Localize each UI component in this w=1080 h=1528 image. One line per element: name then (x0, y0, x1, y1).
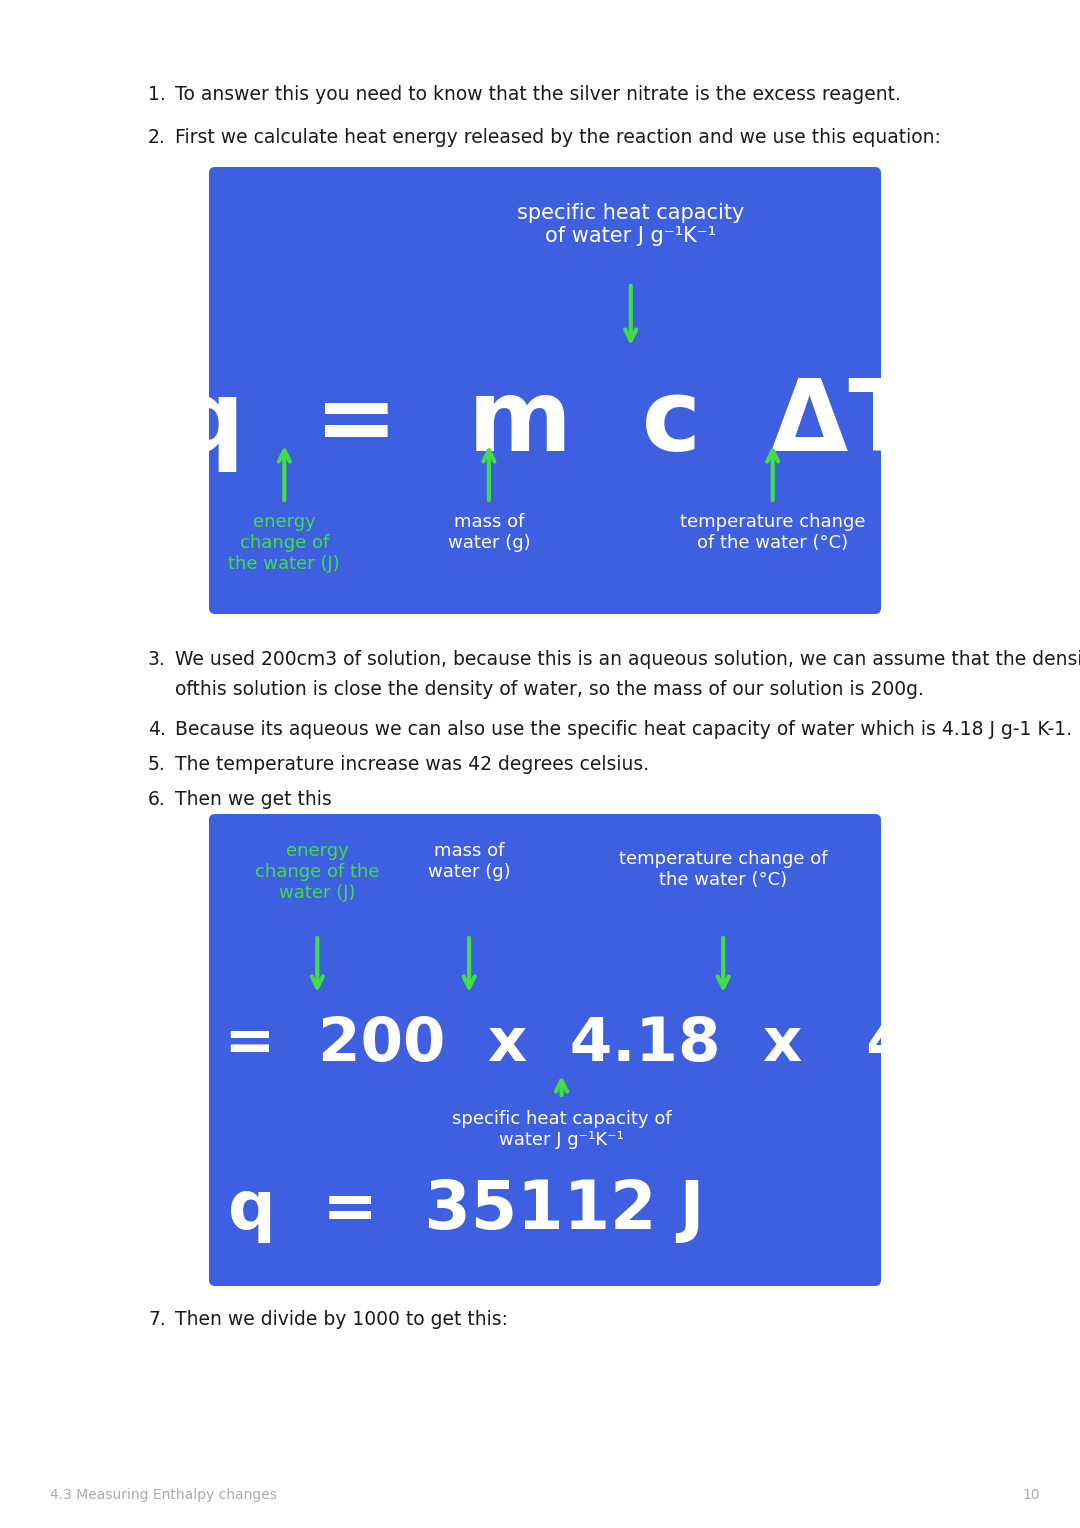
Text: specific heat capacity of
water J g⁻¹K⁻¹: specific heat capacity of water J g⁻¹K⁻¹ (451, 1109, 672, 1149)
Text: mass of
water (g): mass of water (g) (428, 842, 511, 880)
Text: Then we get this: Then we get this (175, 790, 332, 808)
Text: First we calculate heat energy released by the reaction and we use this equation: First we calculate heat energy released … (175, 128, 941, 147)
Text: The temperature increase was 42 degrees celsius.: The temperature increase was 42 degrees … (175, 755, 649, 775)
Text: energy
change of the
water (J): energy change of the water (J) (255, 842, 379, 902)
Text: temperature change of
the water (°C): temperature change of the water (°C) (619, 850, 827, 889)
Text: 4.3 Measuring Enthalpy changes: 4.3 Measuring Enthalpy changes (50, 1488, 276, 1502)
Text: mass of
water (g): mass of water (g) (447, 513, 530, 552)
Text: 10: 10 (1023, 1488, 1040, 1502)
Text: 7.: 7. (148, 1309, 165, 1329)
Text: To answer this you need to know that the silver nitrate is the excess reagent.: To answer this you need to know that the… (175, 86, 901, 104)
Text: Because its aqueous we can also use the specific heat capacity of water which is: Because its aqueous we can also use the … (175, 720, 1072, 740)
Text: 5.: 5. (148, 755, 165, 775)
FancyBboxPatch shape (210, 167, 881, 614)
Text: 6.: 6. (148, 790, 165, 808)
Text: q  =  m  c  ΔT: q = m c ΔT (173, 374, 917, 472)
Text: q  =  200  x  4.18  x   42: q = 200 x 4.18 x 42 (138, 1016, 951, 1074)
Text: We used 200cm3 of solution, because this is an aqueous solution, we can assume t: We used 200cm3 of solution, because this… (175, 649, 1080, 669)
Text: 3.: 3. (148, 649, 165, 669)
Text: Then we divide by 1000 to get this:: Then we divide by 1000 to get this: (175, 1309, 508, 1329)
Text: specific heat capacity
of water J g⁻¹K⁻¹: specific heat capacity of water J g⁻¹K⁻¹ (517, 203, 744, 246)
Text: 4.: 4. (148, 720, 166, 740)
Text: ofthis solution is close the density of water, so the mass of our solution is 20: ofthis solution is close the density of … (175, 680, 923, 698)
Text: 2.: 2. (148, 128, 165, 147)
Text: 1.: 1. (148, 86, 165, 104)
FancyBboxPatch shape (210, 814, 881, 1287)
Text: energy
change of
the water (J): energy change of the water (J) (229, 513, 340, 573)
Text: q  =  35112 J: q = 35112 J (228, 1177, 704, 1242)
Text: temperature change
of the water (°C): temperature change of the water (°C) (680, 513, 865, 552)
